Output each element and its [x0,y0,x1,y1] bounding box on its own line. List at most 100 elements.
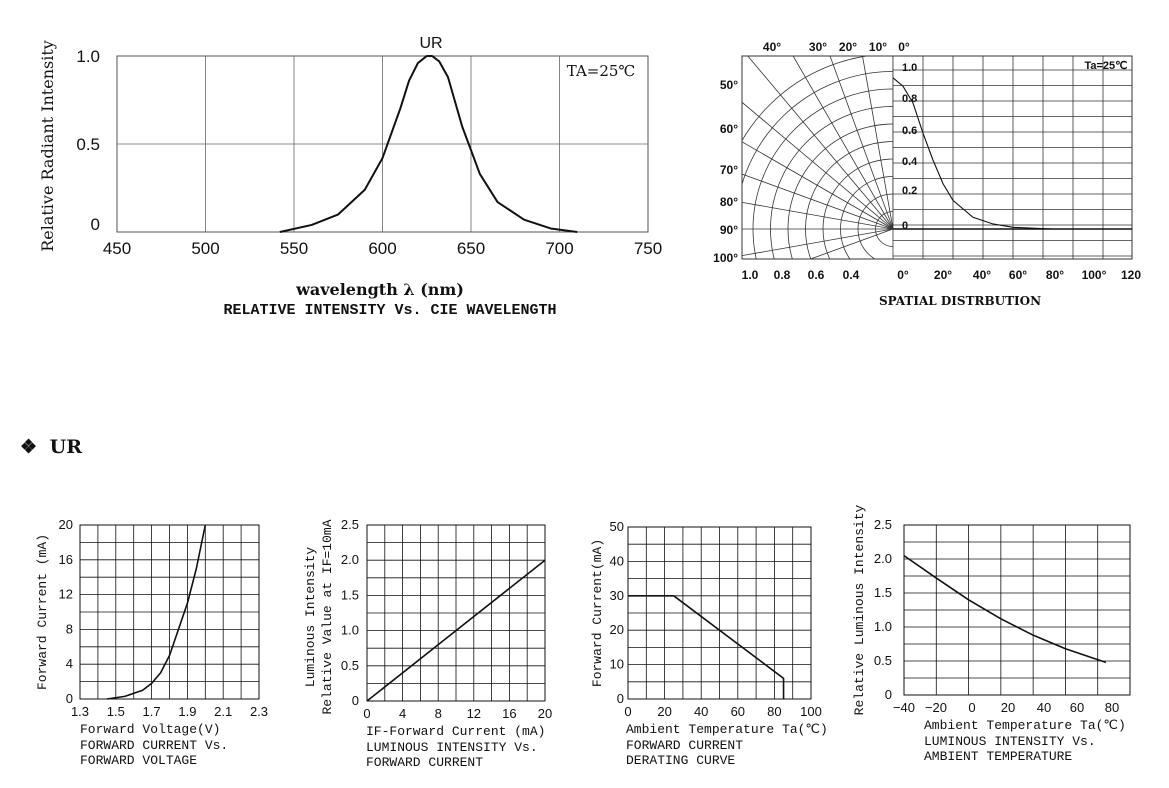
x-tick-label: −20 [925,700,947,715]
chart-caption-line1: FORWARD CURRENT [626,738,743,753]
y-axis-label: Forward Current (mA) [35,534,50,690]
distribution-line [892,77,1073,230]
x-tick-label: 0 [968,700,975,715]
radial-label: 0.8 [902,93,917,105]
radial-label: 0 [902,220,908,232]
y-axis-label: Relative Luminous Intensity [852,504,867,715]
x-tick-label: 80 [767,704,781,719]
x-tick-label: 550 [280,239,308,258]
data-line [366,559,546,702]
y-tick-label: 1.5 [341,587,359,602]
angle-label-top: 20° [839,40,857,54]
y-tick-label: 16 [59,552,73,567]
x-tick-label: 0.6 [808,268,825,282]
y-tick-label: 0 [66,691,73,706]
x-tick-label: 40 [694,704,708,719]
x-tick-label: 80 [1105,700,1119,715]
temperature-annotation: Ta=25℃ [1084,60,1127,72]
y-tick-label: 1.5 [874,585,892,600]
x-tick-label: 20 [1001,700,1015,715]
polar-spoke [829,56,893,230]
y-tick-label: 50 [610,519,624,534]
x-axis-label: Forward Voltage(V) [80,722,220,737]
x-tick-label: 0.4 [843,268,860,282]
y-tick-label: 20 [59,517,73,532]
x-tick-label: 1.3 [71,704,89,719]
luminous-vs-current-chart: 0 0.5 1.0 1.5 2.0 2.5 0 4 8 12 16 20 IF-Forward Curr… [303,517,552,770]
x-tick-label: 0 [363,706,370,721]
polar-spoke [809,228,893,259]
y-axis-label-line1: Luminous Intensity [303,547,318,688]
x-tick-label: 650 [457,239,485,258]
radial-label: 0.2 [902,185,917,197]
x-tick-label: 450 [103,239,131,258]
polar-spoke [862,56,893,230]
y-tick-label: 0.5 [76,135,100,154]
data-line [903,554,1107,664]
y-tick-label: 2.0 [874,551,892,566]
x-tick-label: 20 [657,704,671,719]
angle-label-left: 60° [720,122,738,136]
x-tick-label: 20 [538,706,552,721]
x-tick-label: 2.1 [214,704,232,719]
y-axis-label: Relative Radiant Intensity [38,40,57,252]
x-tick-label: 60 [731,704,745,719]
chart-caption-line2: DERATING CURVE [626,753,735,768]
y-tick-label: 2.0 [341,552,359,567]
y-axis-label-line2: Relative Value at IF=10mA [320,519,335,714]
chart-caption-line1: FORWARD CURRENT Vs. [80,738,228,753]
spatial-distribution-chart: 40° 30° 20° 10° 0° 50° 60° 70° 80° 90° 100° 1.0 0.8 0… [713,40,1141,308]
x-axis-label: wavelength λ (nm) [295,280,464,299]
polar-spoke [792,56,893,230]
y-tick-label: 20 [610,622,624,637]
section-title: UR [49,436,83,458]
x-tick-label: 12 [467,706,481,721]
polar-spoke [742,201,893,230]
y-tick-label: 1.0 [874,619,892,634]
x-tick-label: 40 [1037,700,1051,715]
x-tick-label: 1.7 [143,704,161,719]
y-tick-label: 0.5 [341,658,359,673]
polar-spoke [747,56,893,230]
data-line [628,594,785,699]
y-tick-label: 4 [66,656,73,671]
x-tick-label: 700 [545,239,573,258]
y-tick-label: 30 [610,588,624,603]
y-tick-label: 8 [66,621,73,636]
x-tick-label: 1.5 [107,704,125,719]
x-tick-label: 600 [368,239,396,258]
x-tick-label: 750 [634,239,662,258]
angle-label-left: 80° [720,195,738,209]
x-tick-label: 80° [1046,268,1064,282]
y-tick-label: 40 [610,553,624,568]
chart-caption-line1: LUMINOUS INTENSITY Vs. [924,734,1096,749]
angle-label-left: 50° [720,78,738,92]
chart-caption: SPATIAL DISTRBUTION [879,294,1041,308]
chart-caption-line2: FORWARD CURRENT [366,755,483,770]
y-tick-label: 0.5 [874,653,892,668]
y-tick-label: 10 [610,657,624,672]
x-tick-label: 16 [502,706,516,721]
x-tick-label: 0.8 [774,268,791,282]
y-tick-label: 0 [885,687,892,702]
polar-spoke [742,141,893,230]
y-tick-label: 1.0 [76,47,100,66]
angle-label-left: 70° [720,163,738,177]
x-tick-label: 60° [1009,268,1027,282]
derating-curve-chart: 0 10 20 30 40 50 0 20 40 60 80 100 Ambient Temperatu… [590,519,828,768]
wavelength-chart: 450 500 550 600 650 700 750 0 0.5 1.0 UR TA=25℃ wave… [38,35,662,319]
chart-title: UR [419,35,442,52]
radial-label: 0.6 [902,125,917,137]
x-tick-label: 100 [800,704,822,719]
x-tick-label: 60 [1070,700,1084,715]
radial-label: 0.4 [902,156,918,168]
y-tick-label: 2.5 [341,517,359,532]
angle-label-left: 100° [713,251,738,265]
y-tick-label: 12 [59,587,73,602]
x-axis-label: Ambient Temperature Ta(℃) [924,718,1126,733]
section-header: ❖ UR [20,436,82,458]
y-tick-label: 2.5 [874,517,892,532]
x-tick-label: 8 [435,706,442,721]
angle-label-left: 90° [720,223,738,237]
